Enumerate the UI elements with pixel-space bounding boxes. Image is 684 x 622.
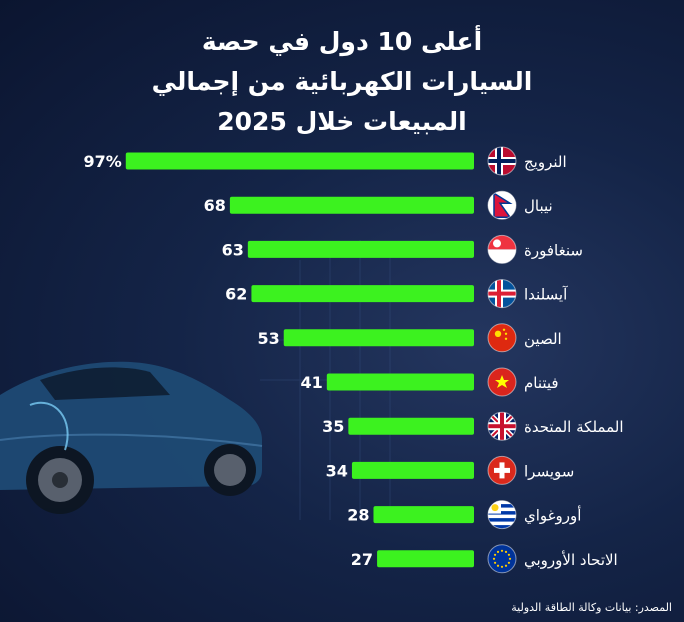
bar-row: 27 الاتحاد الأوروبي xyxy=(351,544,618,574)
vietnam-flag-icon xyxy=(487,367,517,397)
bar xyxy=(247,240,474,258)
category-label: المملكة المتحدة xyxy=(524,418,624,436)
data-label: 41 xyxy=(301,373,323,392)
data-label: 68 xyxy=(204,196,226,215)
category-label: أوروغواي xyxy=(524,506,581,526)
bar xyxy=(251,285,474,303)
category-label: فيتنام xyxy=(524,374,559,392)
bar xyxy=(125,152,475,170)
data-label: 27 xyxy=(351,550,373,569)
bar-row: 28 أوروغواي xyxy=(347,500,581,530)
data-label: 63 xyxy=(222,240,244,259)
car-illustration xyxy=(0,361,263,514)
category-label: الصين xyxy=(524,330,562,348)
data-label: 97% xyxy=(83,152,121,171)
nepal-flag-icon xyxy=(487,190,517,220)
title-line-3: المبيعات خلال 2025 xyxy=(217,107,467,136)
source-note: المصدر: بيانات وكالة الطاقة الدولية xyxy=(511,601,672,614)
bar-row: 62 آيسلندا xyxy=(225,279,568,309)
category-label: سويسرا xyxy=(524,462,574,480)
category-label: نيبال xyxy=(524,197,553,215)
bar-row: 53 الصين xyxy=(257,323,562,353)
uk-flag-icon xyxy=(487,411,517,441)
category-label: النرويج xyxy=(524,153,567,171)
data-label: 28 xyxy=(347,506,369,525)
singapore-flag-icon xyxy=(487,234,517,264)
bar xyxy=(377,550,474,568)
bar-row: 35 المملكة المتحدة xyxy=(322,411,624,441)
bar-row: 34 سويسرا xyxy=(326,455,574,485)
iceland-flag-icon xyxy=(487,279,517,309)
title-line-2: السيارات الكهربائية من إجمالي xyxy=(151,67,533,96)
category-label: آيسلندا xyxy=(524,286,568,304)
bar-row: 63 سنغافورة xyxy=(222,234,583,264)
bar xyxy=(351,461,474,479)
bar xyxy=(283,329,474,347)
bar xyxy=(373,506,474,524)
eu-flag-icon xyxy=(487,544,517,574)
switzerland-flag-icon xyxy=(487,455,517,485)
data-label: 62 xyxy=(225,285,247,304)
category-label: الاتحاد الأوروبي xyxy=(524,550,618,570)
data-label: 35 xyxy=(322,417,344,436)
title-line-1: أعلى 10 دول في حصة xyxy=(201,27,483,56)
uruguay-flag-icon xyxy=(487,500,517,530)
norway-flag-icon xyxy=(487,146,517,176)
bar xyxy=(348,417,474,435)
china-flag-icon xyxy=(487,323,517,353)
bar-row: 97% النرويج xyxy=(83,146,567,176)
data-label: 53 xyxy=(257,329,279,348)
category-label: سنغافورة xyxy=(524,241,583,259)
bar-row: 41 فيتنام xyxy=(301,367,559,397)
bar-row: 68 نيبال xyxy=(204,190,553,220)
chart-title: أعلى 10 دول في حصة السيارات الكهربائية م… xyxy=(0,22,684,142)
data-label: 34 xyxy=(326,461,348,480)
bar xyxy=(229,196,474,214)
bar xyxy=(326,373,474,391)
